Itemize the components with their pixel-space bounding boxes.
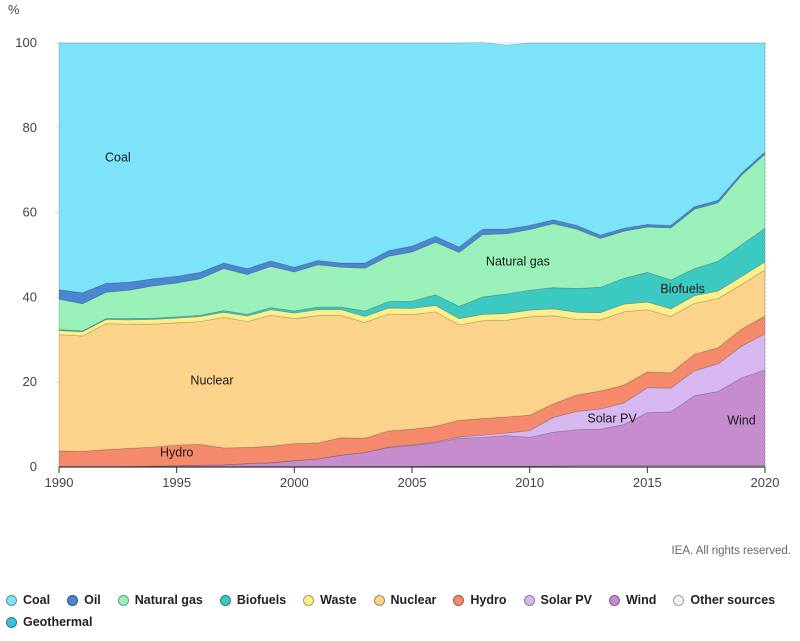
legend-swatch-icon [373,594,385,606]
y-axis-unit-label: % [8,2,20,17]
area-series [58,42,766,468]
legend-swatch-icon [219,594,231,606]
legend-item-natural-gas[interactable]: Natural gas [117,592,203,608]
y-tick-label: 80 [23,120,37,135]
x-tick-label: 2000 [280,475,309,490]
stacked-area-chart: 0 20 40 60 80 100 1990 1995 2000 2005 2010 2015 2020… [8,2,779,490]
x-tick-label: 2020 [751,475,780,490]
legend-label: Other sources [690,593,776,607]
legend-item-nuclear[interactable]: Nuclear [373,592,437,608]
legend-label: Biofuels [236,593,287,607]
legend-item-hydro[interactable]: Hydro [453,592,507,608]
legend-swatch-icon [6,616,17,628]
annotation-coal: Coal [105,151,131,165]
legend-item-other-sources[interactable]: Other sources [673,592,775,608]
axes: 0 20 40 60 80 100 1990 1995 2000 2005 2010 2015 2020 [15,35,779,490]
legend-item-biofuels[interactable]: Biofuels [219,592,287,608]
legend-swatch-icon [673,594,685,606]
annotation-nuclear: Nuclear [190,373,233,387]
annotation-solar-pv: Solar PV [587,411,637,425]
y-tick-label: 20 [23,374,37,389]
annotation-hydro: Hydro [160,445,193,459]
annotation-natural-gas: Natural gas [486,255,550,269]
area-labels: Coal Natural gas Biofuels Nuclear Hydro Solar… [105,151,756,460]
legend-label: Wind [625,593,657,607]
legend-label: Oil [84,593,101,607]
legend-swatch-icon [67,594,79,606]
legend-label: Waste [320,593,357,607]
legend-swatch-icon [303,594,315,606]
legend-swatch-icon [608,594,620,606]
legend-item-solar-pv[interactable]: Solar PV [523,592,592,608]
chart-legend: Coal Oil Natural gas Biofuels Waste Nuclear Hy… [6,592,796,630]
y-tick-label: 0 [30,459,37,474]
x-tick-label: 2010 [515,475,544,490]
annotation-biofuels: Biofuels [660,282,704,296]
legend-item-coal[interactable]: Coal [6,592,50,608]
legend-label: Hydro [470,593,507,607]
legend-item-geothermal[interactable]: Geothermal [6,614,92,630]
legend-swatch-icon [117,594,129,606]
copyright-credit: IEA. All rights reserved. [671,545,791,557]
legend-swatch-icon [6,594,17,606]
x-tick-label: 2005 [398,475,427,490]
y-tick-label: 40 [23,289,37,304]
y-tick-label: 60 [23,205,37,220]
legend-item-oil[interactable]: Oil [67,592,101,608]
legend-swatch-icon [453,594,465,606]
x-tick-label: 1995 [162,475,191,490]
legend-label: Natural gas [134,593,203,607]
legend-label: Geothermal [23,615,93,629]
legend-label: Coal [23,593,51,607]
area-hydro [58,315,766,468]
legend-label: Nuclear [390,593,437,607]
legend-swatch-icon [523,594,535,606]
x-tick-label: 1990 [45,475,74,490]
y-tick-label: 100 [15,35,37,50]
legend-item-wind[interactable]: Wind [608,592,657,608]
legend-item-waste[interactable]: Waste [303,592,357,608]
x-tick-label: 2015 [633,475,662,490]
legend-label: Solar PV [540,593,592,607]
annotation-wind: Wind [727,414,756,428]
